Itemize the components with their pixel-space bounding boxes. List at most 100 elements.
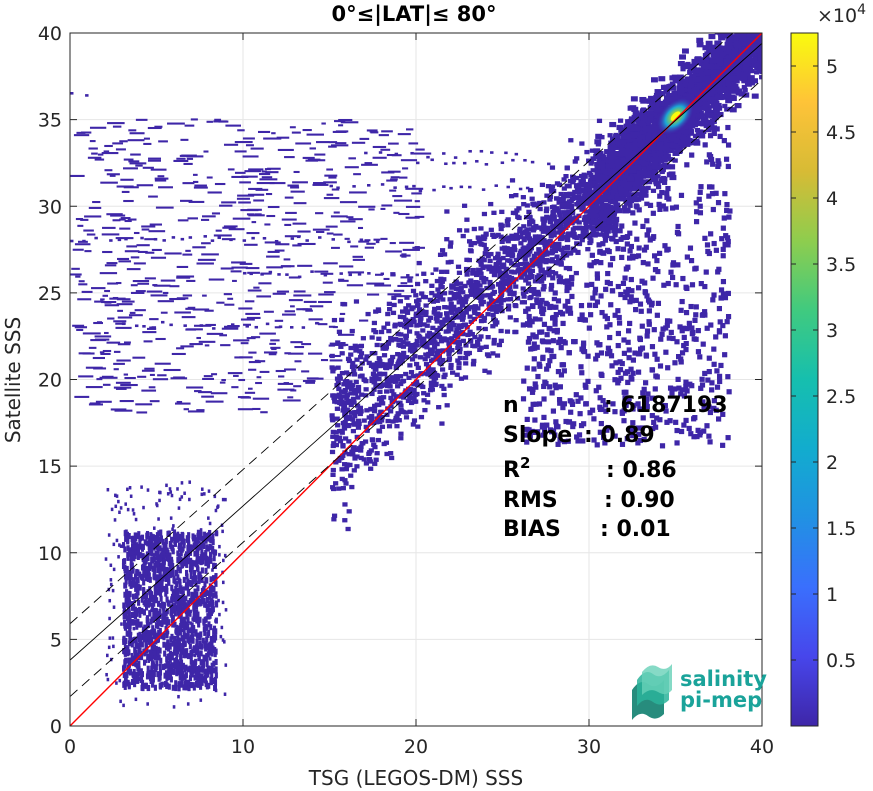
density-cell — [604, 149, 612, 155]
density-cell — [734, 43, 742, 49]
density-cell — [349, 484, 355, 490]
density-cell — [528, 294, 534, 300]
density-cell — [706, 193, 712, 199]
density-cell — [541, 321, 548, 327]
density-cell — [695, 68, 701, 74]
density-cell — [355, 387, 361, 392]
density-cell — [744, 56, 752, 62]
density-cell — [651, 141, 659, 147]
density-cell — [751, 7, 758, 12]
density-cell — [433, 354, 439, 359]
density-cell — [478, 334, 484, 339]
density-cell — [599, 211, 607, 217]
density-cell — [538, 253, 544, 258]
density-cell — [551, 204, 557, 209]
density-cell — [495, 298, 502, 303]
density-cell — [354, 464, 360, 469]
density-cell — [584, 195, 591, 201]
density-cell — [545, 229, 552, 234]
density-cell — [709, 380, 715, 386]
density-cell — [761, 11, 768, 16]
density-cell — [626, 129, 634, 135]
density-cell — [715, 200, 722, 206]
density-cell — [520, 195, 526, 200]
density-cell — [552, 241, 558, 247]
density-cell — [720, 278, 727, 285]
density-cell — [630, 370, 636, 376]
density-cell — [654, 312, 660, 318]
density-cell — [547, 194, 554, 199]
density-cell — [453, 314, 459, 319]
density-cell — [640, 108, 648, 114]
density-cell — [560, 256, 566, 261]
density-cell — [694, 433, 700, 440]
density-cell — [463, 355, 469, 361]
density-cell — [510, 236, 516, 241]
density-cell — [693, 86, 700, 92]
density-cell — [552, 432, 558, 438]
density-cell — [602, 440, 608, 446]
density-cell — [575, 438, 581, 444]
density-cell — [517, 261, 524, 267]
density-cell — [643, 244, 649, 250]
density-cell — [479, 256, 485, 261]
density-cell — [456, 270, 463, 275]
density-cell — [557, 212, 563, 218]
density-cell — [681, 342, 687, 349]
density-cell — [531, 287, 537, 293]
density-cell — [350, 417, 356, 422]
density-cell — [701, 105, 709, 111]
density-cell — [388, 409, 394, 414]
density-cell — [750, 2, 757, 7]
density-cell — [481, 318, 487, 323]
density-cell — [553, 271, 559, 276]
density-cell — [748, 18, 755, 23]
density-cell — [639, 278, 645, 284]
density-cell — [340, 408, 346, 413]
density-cell — [574, 218, 580, 224]
density-cell — [439, 421, 445, 426]
density-cell — [518, 234, 524, 240]
density-cell — [661, 157, 668, 163]
density-cell — [391, 376, 397, 381]
density-cell — [582, 173, 588, 179]
density-cell — [564, 183, 570, 189]
density-cell — [717, 54, 725, 60]
density-cell — [441, 291, 448, 296]
density-cell — [613, 216, 620, 222]
density-cell — [680, 62, 688, 68]
density-cell — [636, 431, 642, 437]
density-cell — [726, 214, 732, 220]
density-cell — [637, 137, 643, 143]
density-cell — [471, 358, 477, 364]
density-cell — [615, 380, 621, 386]
density-cell — [661, 282, 667, 288]
density-cell — [569, 293, 575, 300]
density-cell — [481, 236, 487, 242]
density-cell — [556, 274, 562, 279]
density-cell — [342, 518, 348, 523]
density-cell — [444, 403, 450, 408]
density-cell — [684, 162, 690, 168]
density-cell — [498, 308, 504, 313]
density-cell — [525, 267, 531, 273]
density-cell — [738, 46, 746, 52]
density-cell — [445, 317, 451, 322]
density-cell — [367, 421, 374, 426]
density-cell — [525, 306, 531, 312]
density-cell — [658, 336, 664, 342]
density-cell — [506, 288, 512, 293]
density-cell — [388, 338, 395, 343]
density-cell — [706, 404, 712, 410]
density-cell — [716, 305, 723, 312]
density-cell — [596, 242, 602, 248]
density-cell — [336, 486, 342, 491]
density-cell — [415, 365, 421, 370]
density-cell — [431, 377, 437, 383]
density-cell — [621, 350, 628, 356]
density-cell — [613, 133, 621, 140]
density-cell — [633, 203, 639, 209]
density-cell — [564, 166, 570, 171]
density-cell — [670, 260, 677, 266]
density-cell — [370, 437, 376, 443]
